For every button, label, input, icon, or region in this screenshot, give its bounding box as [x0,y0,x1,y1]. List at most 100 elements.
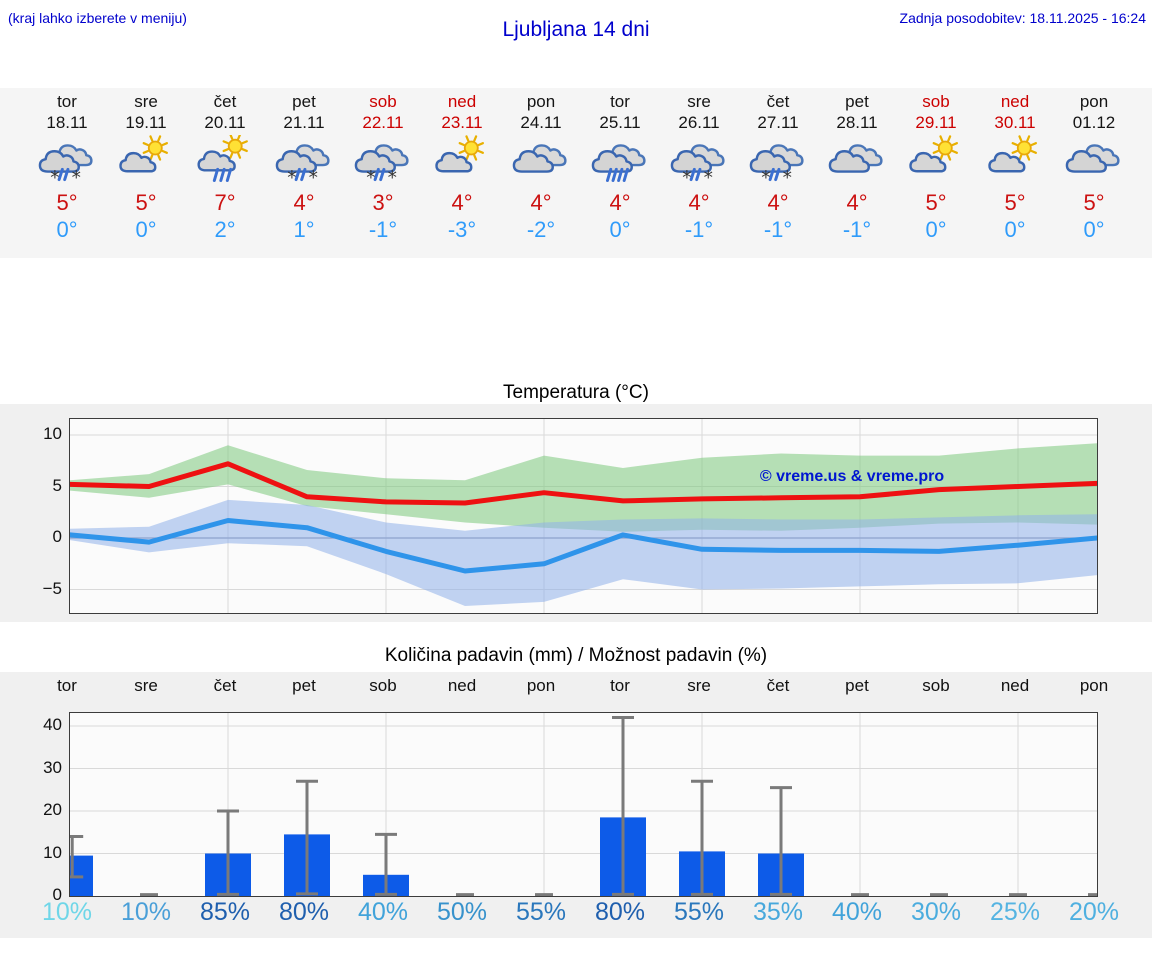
day-icon-wrap: * * [660,135,738,189]
day-column[interactable]: čet 20.11 7° 2° [186,88,264,244]
day-column[interactable]: sob 22.11 * * 3° -1° [344,88,422,244]
svg-text:*: * [309,168,318,187]
day-column[interactable]: pon 24.11 4° -2° [502,88,580,244]
precip-ytick-label: 10 [43,842,62,862]
day-max-temp: 4° [609,190,631,215]
day-name-label: pon [526,92,556,111]
day-name-label: ned [1000,92,1030,111]
svg-text:*: * [783,168,792,187]
day-name-label: pet [845,92,869,111]
day-icon-wrap [976,135,1054,189]
precip-day-label: sre [687,676,711,695]
day-min-temp: 0° [1004,217,1026,242]
day-date-label: 29.11 [915,113,957,132]
precipitation-plot-svg [70,713,1106,897]
day-date-label: 19.11 [125,113,167,132]
day-column[interactable]: sob 29.11 5° 0° [897,88,975,244]
day-column[interactable]: sre 19.11 5° 0° [107,88,185,244]
precip-probability-label: 55% [673,898,725,926]
day-max-temp: 4° [451,190,473,215]
cloudy-icon [1065,144,1120,173]
day-name-label: pet [292,92,316,111]
day-max-temp: 4° [293,190,315,215]
day-max-temp: 5° [925,190,947,215]
svg-text:*: * [682,168,691,187]
day-name-label: ned [447,92,477,111]
copyright-watermark-link[interactable]: © vreme.us & vreme.pro [759,468,945,485]
precip-probability-label: 25% [989,898,1041,926]
day-max-temp: 4° [846,190,868,215]
precip-day-label: ned [1000,676,1030,695]
temp-ytick-label: 0 [52,527,62,546]
day-icon-wrap [581,135,659,189]
min-temperature-range-band [70,499,1097,606]
temperature-chart [67,418,1100,614]
day-max-temp: 5° [56,190,78,215]
precip-probability-label: 20% [1068,898,1120,926]
day-column[interactable]: čet 27.11 * * 4° -1° [739,88,817,244]
day-name-label: tor [610,92,630,111]
svg-text:*: * [704,168,713,187]
day-column[interactable]: ned 30.11 5° 0° [976,88,1054,244]
day-name-label: pon [1079,92,1109,111]
temp-ytick-label: −5 [42,578,62,598]
temp-ytick-label: 10 [43,424,62,443]
day-min-temp: 2° [214,217,236,242]
day-min-temp: 0° [56,217,78,242]
day-column[interactable]: tor 18.11 * * 5° 0° [28,88,106,244]
precip-day-label: čet [213,676,237,695]
precip-day-label: pon [526,676,556,695]
day-date-label: 01.12 [1072,113,1116,132]
temperature-plot-svg [67,419,1100,613]
day-max-temp: 5° [1083,190,1105,215]
day-name-label: sob [922,92,950,111]
precip-probability-label: 80% [594,898,646,926]
day-icon-wrap [186,133,264,189]
day-icon-wrap [423,135,501,189]
day-min-temp: 1° [293,217,315,242]
cloudy-icon [512,144,567,173]
precip-probability-label: 10% [41,898,93,926]
day-column[interactable]: pon 01.12 5° 0° [1055,88,1133,244]
day-column[interactable]: pet 21.11 * * 4° 1° [265,88,343,244]
svg-text:*: * [50,168,59,187]
day-date-label: 18.11 [46,113,88,132]
day-column[interactable]: sre 26.11 * * 4° -1° [660,88,738,244]
sun-rain-icon [197,133,248,182]
precip-day-label: tor [57,676,77,695]
precipitation-chart [69,712,1106,897]
temperature-chart-title: Temperatura (°C) [503,382,649,403]
day-min-temp: -3° [447,217,477,242]
day-min-temp: 0° [609,217,631,242]
day-column[interactable]: pet 28.11 4° -1° [818,88,896,244]
day-name-label: sre [687,92,711,111]
day-column[interactable]: ned 23.11 4° -3° [423,88,501,244]
precip-day-label: pet [292,676,316,695]
error-bar [770,786,792,896]
precip-probability-label: 55% [515,898,567,926]
day-name-label: sre [134,92,158,111]
error-bar [70,835,84,879]
day-icon-wrap: * * [265,135,343,189]
day-max-temp: 5° [135,190,157,215]
precip-ytick-label: 20 [43,800,62,819]
error-bar [691,779,713,896]
temp-ytick-label: 5 [52,475,62,495]
precip-ytick-label: 30 [43,757,62,777]
day-icon-wrap: * * [28,135,106,189]
day-max-temp: 7° [214,190,236,215]
day-date-label: 22.11 [362,113,404,132]
last-update-timestamp: Zadnja posodobitev: 18.11.2025 - 16:24 [899,10,1146,26]
day-max-temp: 4° [530,190,552,215]
precip-day-label: tor [610,676,630,695]
day-column[interactable]: tor 25.11 4° 0° [581,88,659,244]
precip-probability-label: 30% [910,898,962,926]
error-bar [296,779,318,896]
day-min-temp: 0° [925,217,947,242]
max-temperature-line [67,461,1100,506]
day-name-label: sob [369,92,397,111]
cloudy-icon [828,144,883,173]
precip-ytick-label: 40 [43,715,62,734]
day-icon-wrap [1055,135,1133,189]
